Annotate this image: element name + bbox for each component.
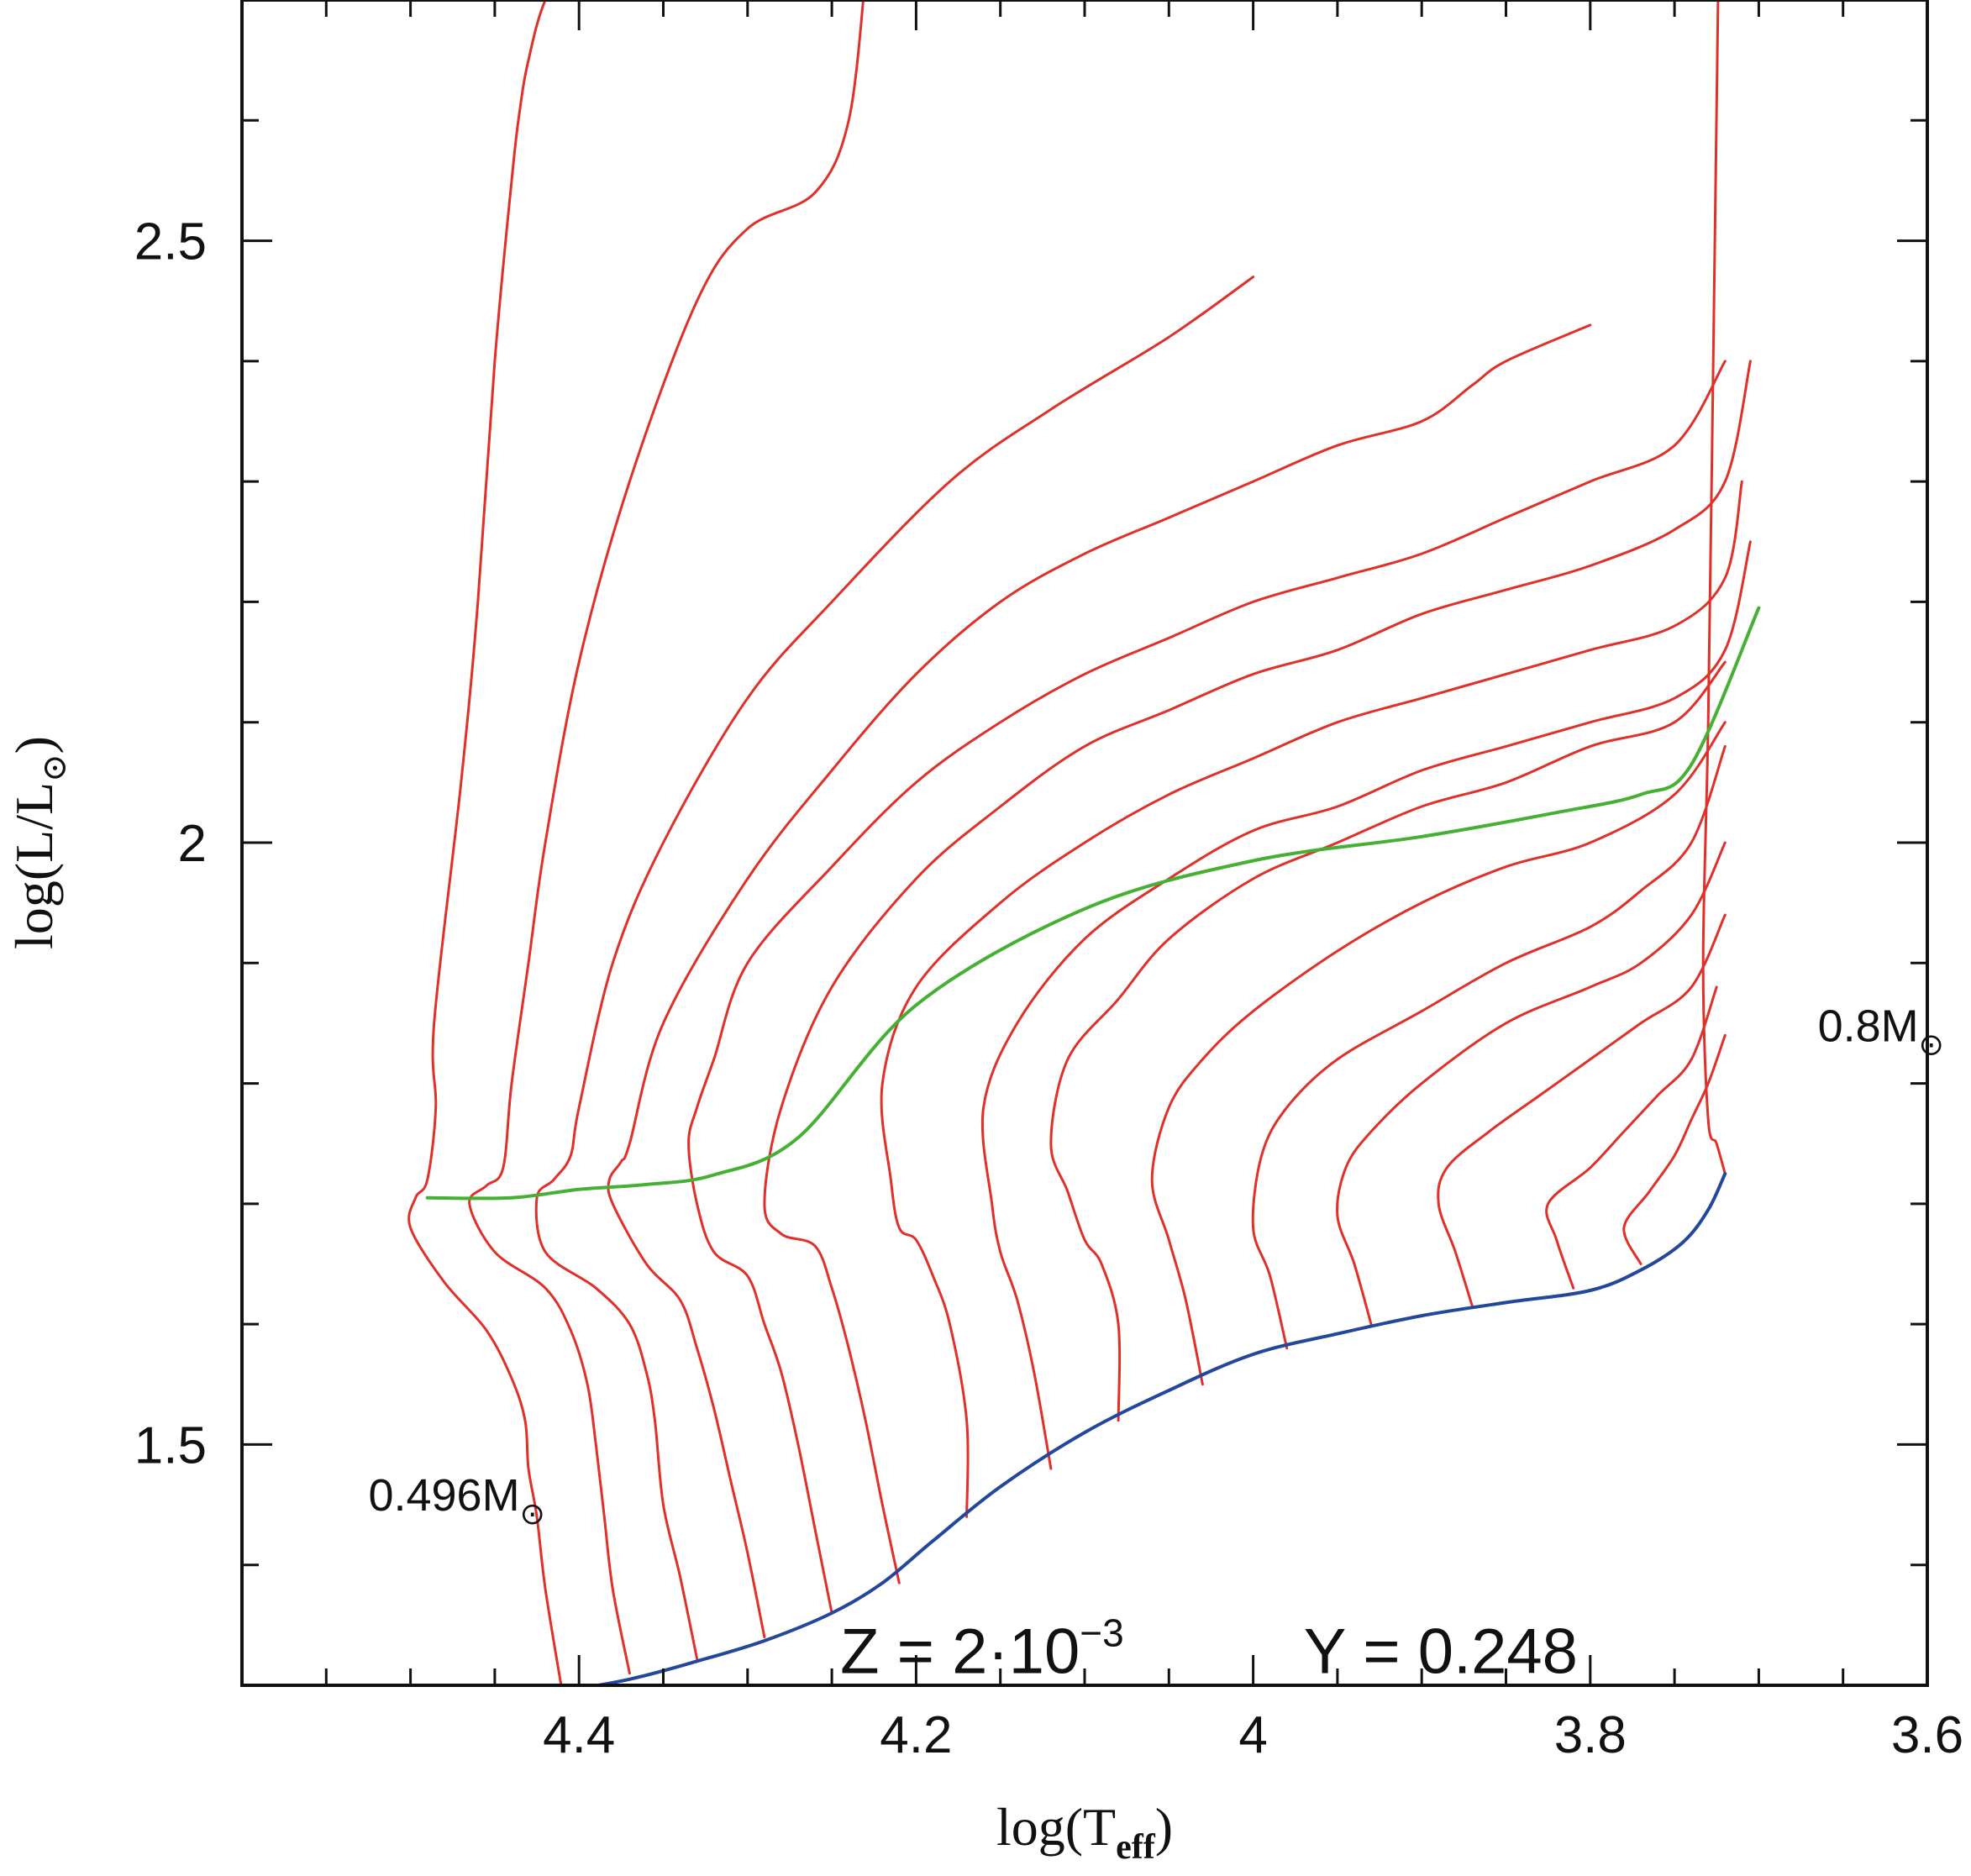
y-tick-label: 1.5: [134, 1416, 207, 1474]
series-line-track-0-8: [1701, 0, 1727, 1175]
metallicity-label: Z = 2·10−3: [840, 1611, 1124, 1688]
x-tick-label: 4.4: [543, 1706, 615, 1764]
series-line-track-0-75: [1545, 985, 1718, 1290]
labels: 4.4 4.2 4 3.8 3.6 1.5 2 2.5 log(Teff) log(L/L⊙) 0.…: [4, 213, 1963, 1867]
series-line-track-0-62: [1150, 721, 1727, 1386]
x-tick-label: 3.8: [1554, 1706, 1627, 1764]
x-tick-label: 3.6: [1891, 1706, 1963, 1764]
low-mass-label: 0.496M⊙: [368, 1470, 544, 1531]
x-tick-label: 4.2: [880, 1706, 952, 1764]
helium-label: Y = 0.248: [1304, 1616, 1578, 1688]
series-line-track-0-65: [1251, 744, 1727, 1350]
high-mass-label: 0.8M⊙: [1818, 1001, 1944, 1061]
series-line-track-0-60: [1049, 660, 1727, 1422]
series-line-track-0-52: [607, 323, 1592, 1639]
y-tick-label: 2.5: [134, 213, 207, 271]
series-line-track-0-68: [1336, 841, 1727, 1326]
series-line-track-0-78: [1622, 1033, 1727, 1265]
x-tick-label: 4: [1238, 1706, 1267, 1764]
series-line-track-0-57: [980, 540, 1752, 1470]
y-axis-title: log(L/L⊙): [4, 736, 73, 949]
plot-area: [407, 0, 1761, 1685]
series-line-track-0-54: [763, 360, 1752, 1584]
series-line-track-0-50: [468, 0, 865, 1675]
plot-frame: [240, 0, 1929, 1687]
series-line-zahb: [588, 1172, 1727, 1685]
series-line-track-0-496: [407, 0, 563, 1685]
y-tick-label: 2: [178, 815, 207, 873]
series-line-helium-exhaustion-locus: [425, 606, 1761, 1201]
series-line-track-0-53: [687, 360, 1727, 1615]
series-line-track-0-51: [534, 276, 1255, 1660]
series-line-track-0-72: [1437, 913, 1727, 1308]
axis-ticks: [240, 0, 1929, 1687]
x-axis-title: log(Teff): [996, 1797, 1173, 1867]
series-line-track-0-55: [880, 480, 1743, 1518]
